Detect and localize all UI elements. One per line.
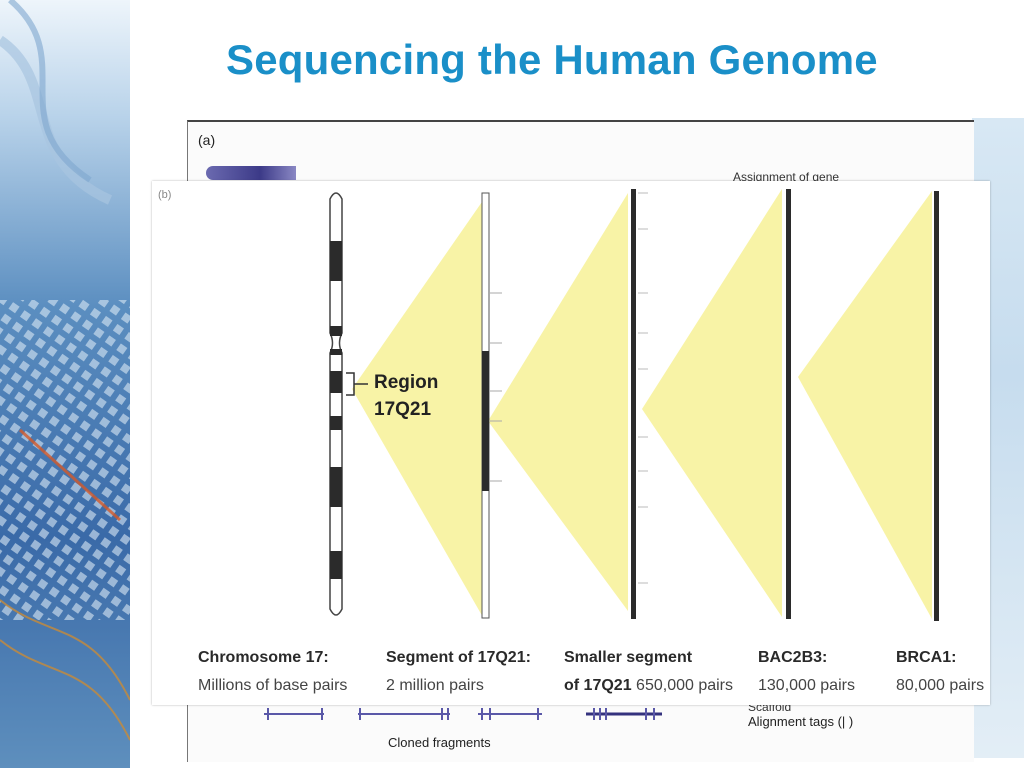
caption-segment-17q21: Segment of 17Q21: xyxy=(386,649,531,667)
brca1-bar xyxy=(934,191,939,621)
caption-segment-17q21-detail: 2 million pairs xyxy=(386,677,484,695)
back-chromosome-bar xyxy=(206,166,296,180)
caption-bac2b3-detail: 130,000 pairs xyxy=(758,677,855,695)
alignment-tags-legend: Alignment tags (| ) xyxy=(748,714,854,729)
caption-title2: of 17Q21 xyxy=(564,677,632,694)
zoom-triangle-4 xyxy=(798,191,932,619)
region-17q21-label: Region 17Q21 xyxy=(374,369,438,423)
caption-title: Segment of 17Q21: xyxy=(386,649,531,666)
zoom-triangle-1 xyxy=(352,199,484,619)
caption-detail: 2 million pairs xyxy=(386,677,484,694)
caption-chromosome-17-detail: Millions of base pairs xyxy=(198,677,347,695)
caption-brca1-detail: 80,000 pairs xyxy=(896,677,984,695)
cloned-fragments-label: Cloned fragments xyxy=(388,735,491,750)
caption-brca1: BRCA1: xyxy=(896,649,956,667)
caption-bac2b3: BAC2B3: xyxy=(758,649,827,667)
genome-zoom-diagram xyxy=(329,189,939,621)
caption-detail: 80,000 pairs xyxy=(896,677,985,694)
caption-detail: 130,000 pairs xyxy=(758,677,855,694)
back-top-text: Assignment of gene xyxy=(733,170,840,184)
bac2b3-bar xyxy=(786,189,791,619)
segment-17q21-bar xyxy=(481,192,502,619)
zoom-triangle-3 xyxy=(642,189,782,617)
caption-detail: 650,000 pairs xyxy=(636,677,734,694)
caption-detail: Millions of base pairs xyxy=(198,677,348,694)
decorative-left-band xyxy=(0,0,130,768)
caption-smaller-segment-detail: of 17Q21 650,000 pairs xyxy=(564,677,733,695)
panel-label-b: (b) xyxy=(158,189,172,201)
caption-title: BAC2B3: xyxy=(758,649,828,666)
zoom-triangle-2 xyxy=(488,193,628,611)
caption-smaller-segment: Smaller segment xyxy=(564,649,692,667)
slide-title: Sequencing the Human Genome xyxy=(226,36,878,83)
cloned-fragments-diagram xyxy=(264,708,662,720)
chromosome-17-ideogram xyxy=(329,192,368,616)
front-figure-panel-b: (b) Region 17Q21 Chromosome 17: Millions… xyxy=(152,181,990,705)
panel-label-a: (a) xyxy=(198,132,216,148)
caption-title: BRCA1: xyxy=(896,649,957,666)
region-label-line1: Region xyxy=(374,372,439,393)
caption-title: Smaller segment xyxy=(564,649,693,666)
smaller-segment-bar xyxy=(631,189,636,619)
caption-title: Chromosome 17: xyxy=(198,649,329,666)
region-label-line2: 17Q21 xyxy=(374,399,432,420)
caption-chromosome-17: Chromosome 17: xyxy=(198,649,329,667)
